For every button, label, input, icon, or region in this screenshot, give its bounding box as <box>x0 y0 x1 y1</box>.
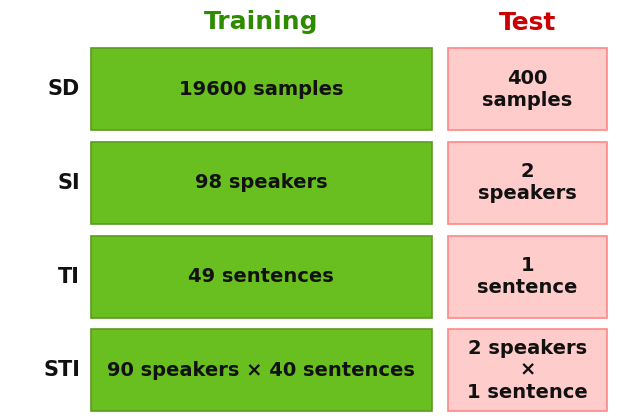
Text: 1
sentence: 1 sentence <box>477 256 578 297</box>
FancyBboxPatch shape <box>448 142 607 224</box>
Text: 2
speakers: 2 speakers <box>478 163 577 203</box>
Text: SD: SD <box>48 79 80 99</box>
Text: 2 speakers
×
1 sentence: 2 speakers × 1 sentence <box>467 339 588 402</box>
FancyBboxPatch shape <box>448 236 607 318</box>
FancyBboxPatch shape <box>448 48 607 130</box>
Text: 19600 samples: 19600 samples <box>179 80 344 99</box>
FancyBboxPatch shape <box>91 48 432 130</box>
FancyBboxPatch shape <box>91 236 432 318</box>
Text: 90 speakers × 40 sentences: 90 speakers × 40 sentences <box>108 361 415 380</box>
Text: STI: STI <box>43 360 80 380</box>
Text: Training: Training <box>204 10 319 34</box>
FancyBboxPatch shape <box>91 142 432 224</box>
Text: Test: Test <box>499 10 556 34</box>
FancyBboxPatch shape <box>91 329 432 411</box>
Text: SI: SI <box>58 173 80 193</box>
Text: TI: TI <box>58 267 80 286</box>
Text: 98 speakers: 98 speakers <box>195 173 327 192</box>
Text: 49 sentences: 49 sentences <box>188 267 334 286</box>
FancyBboxPatch shape <box>448 329 607 411</box>
Text: 400
samples: 400 samples <box>482 69 573 110</box>
